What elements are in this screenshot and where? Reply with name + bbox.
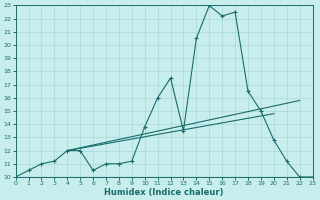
X-axis label: Humidex (Indice chaleur): Humidex (Indice chaleur) [104, 188, 224, 197]
